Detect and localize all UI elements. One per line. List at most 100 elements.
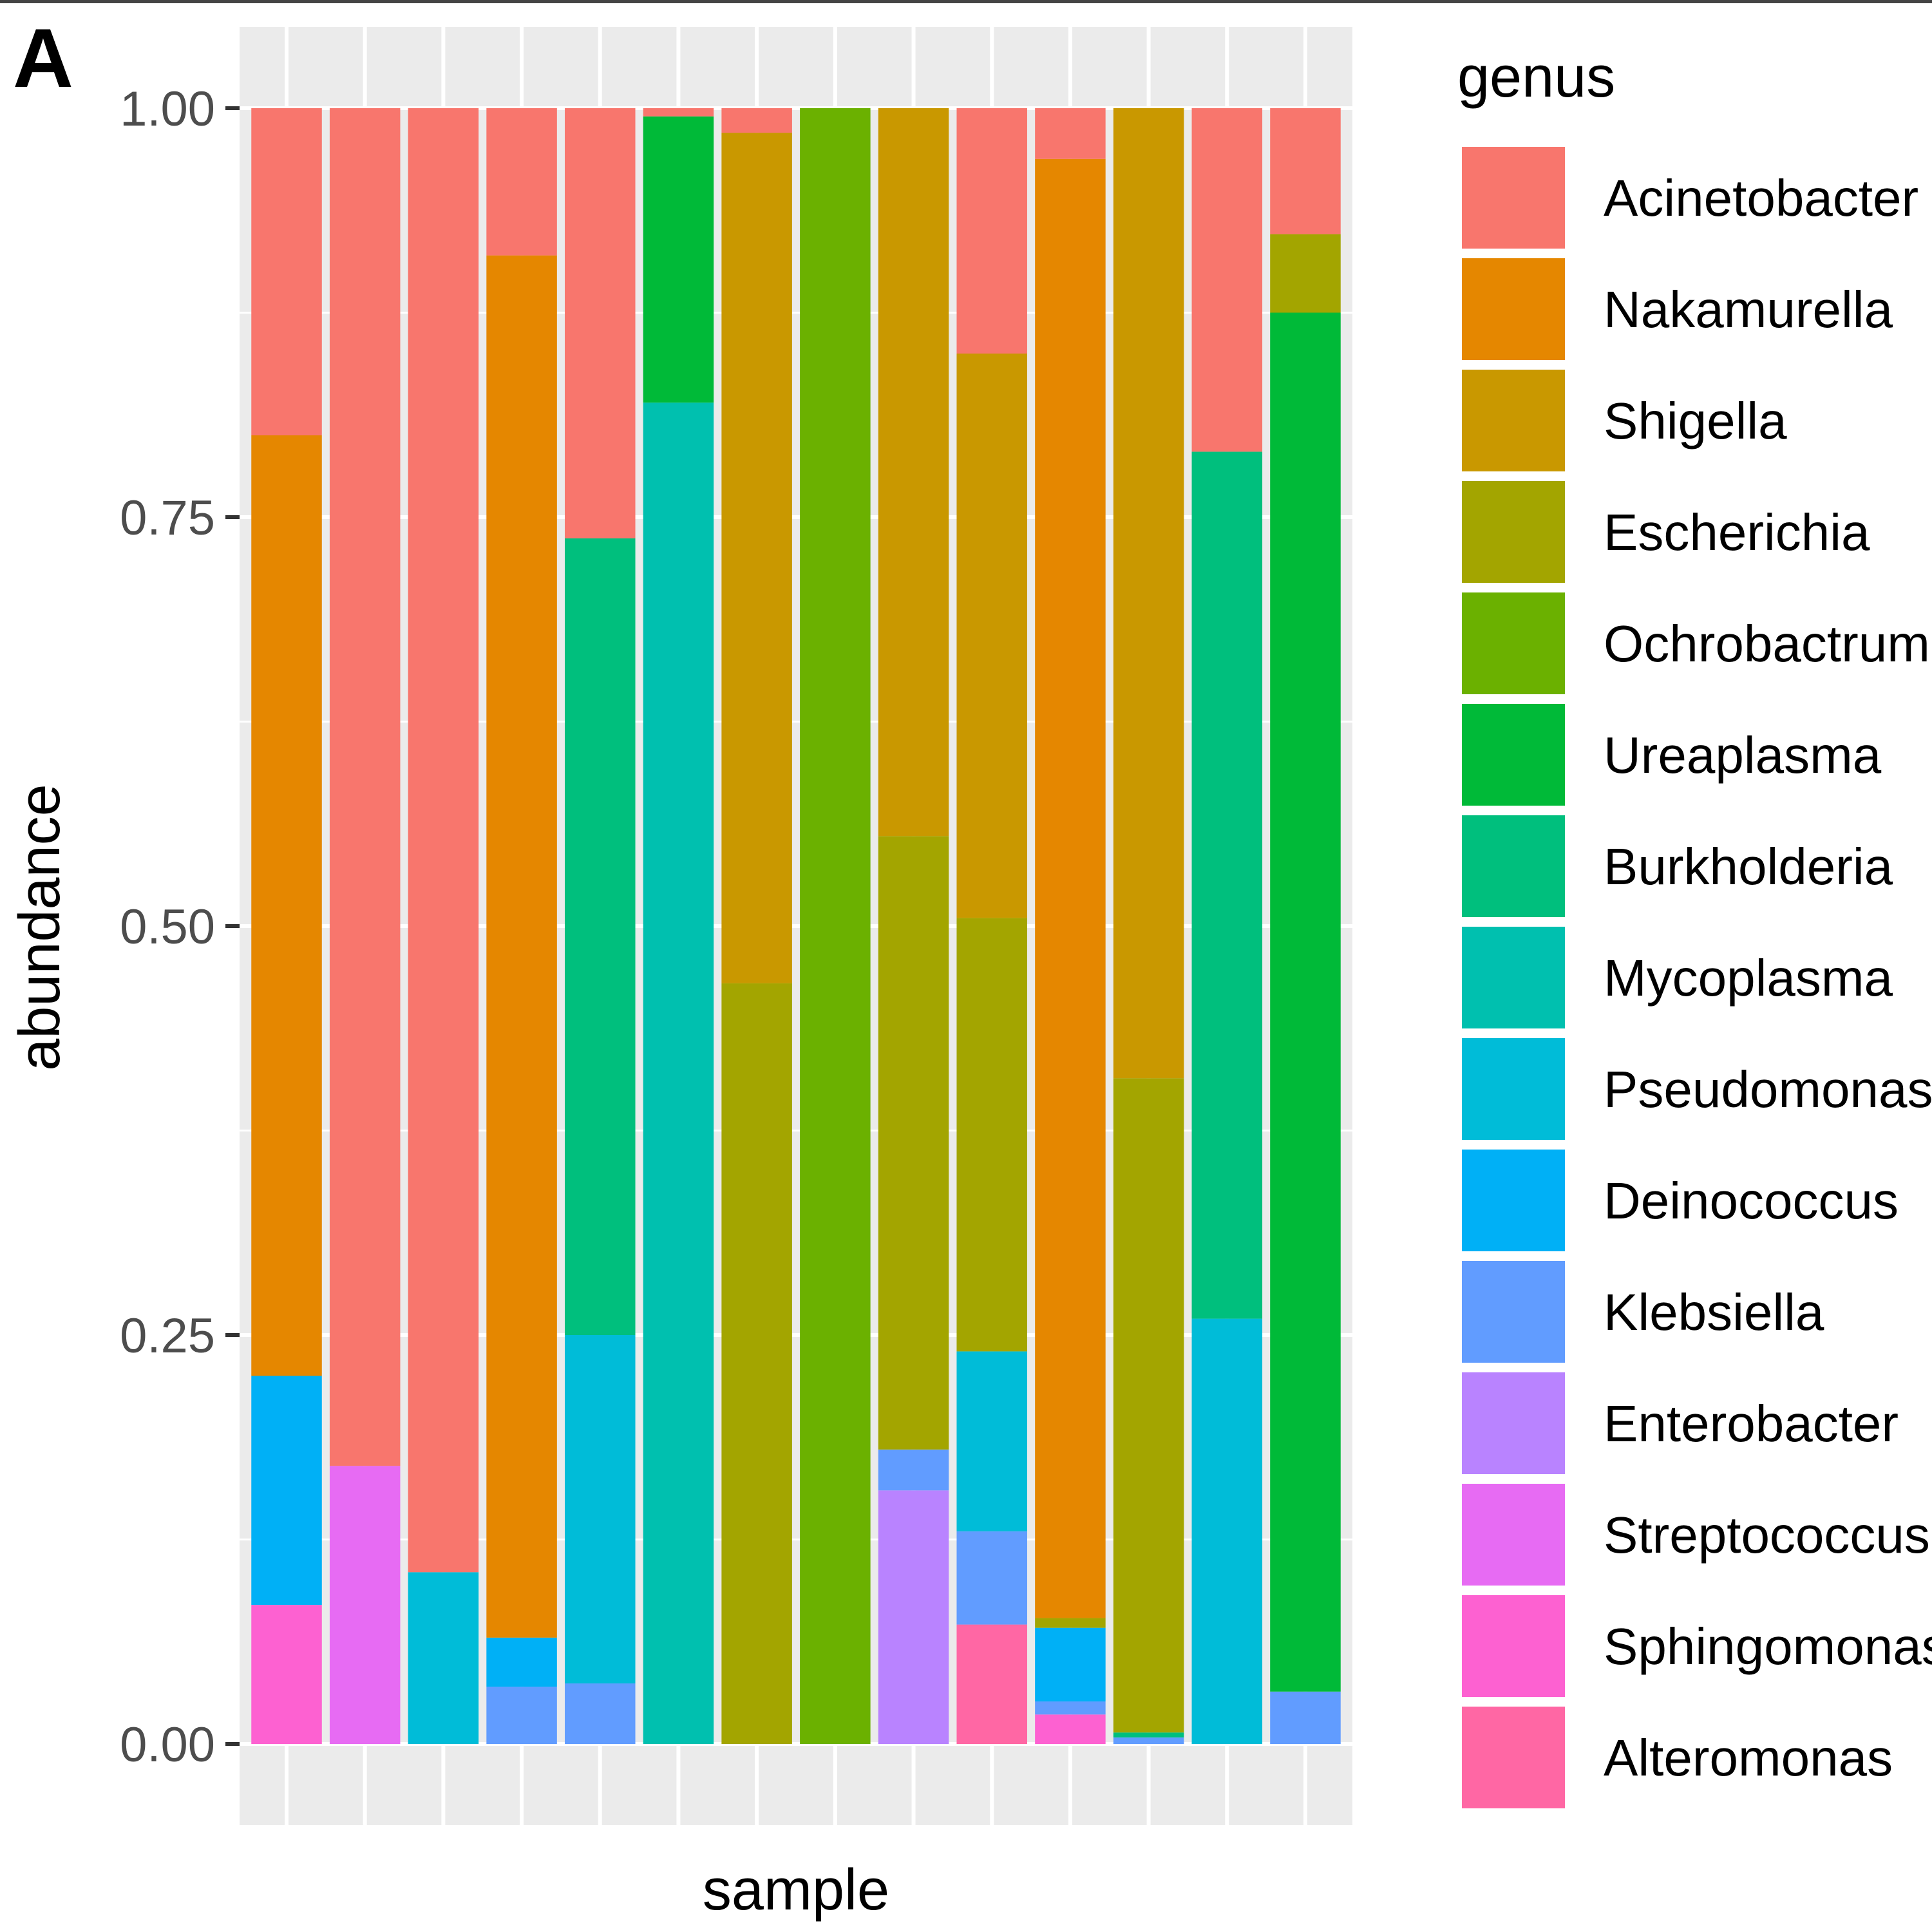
legend-item: Alteromonas [1462, 1707, 1893, 1808]
bar-segment-burkholderia [1113, 1732, 1184, 1738]
sample-bar [721, 108, 792, 1744]
plot-panel [240, 27, 1352, 1825]
bar-segment-klebsiella [1035, 1701, 1106, 1715]
bar-segment-klebsiella [565, 1683, 636, 1744]
legend-label: Klebsiella [1604, 1283, 1824, 1341]
bar-segment-alteromonas [956, 1624, 1027, 1744]
bar-segment-nakamurella [1035, 158, 1106, 1618]
bar-segment-mycoplasma [643, 402, 714, 1745]
legend-key-swatch [1462, 481, 1565, 583]
legend-key-swatch [1462, 1484, 1565, 1586]
bar-segment-acinetobacter [408, 108, 479, 1573]
legend-item: Shigella [1462, 370, 1787, 471]
bar-segment-acinetobacter [1191, 108, 1263, 452]
sample-bar [800, 108, 871, 1744]
legend-key-swatch [1462, 147, 1565, 249]
bar-segment-acinetobacter [251, 108, 322, 435]
legend-label: Deinococcus [1604, 1172, 1899, 1229]
bar-segment-escherichia [956, 918, 1027, 1352]
legend-label: Acinetobacter [1604, 169, 1918, 227]
x-axis-title: sample [703, 1858, 889, 1922]
bar-segment-ureaplasma [1270, 312, 1341, 1692]
legend-key-swatch [1462, 592, 1565, 694]
sample-bar [1191, 108, 1263, 1744]
bar-segment-acinetobacter [565, 108, 636, 539]
legend-item: Escherichia [1462, 481, 1870, 583]
bar-segment-acinetobacter [956, 108, 1027, 354]
legend-key-swatch [1462, 258, 1565, 360]
bar-segment-deinococcus [1035, 1627, 1106, 1701]
legend-label: Streptococcus [1604, 1506, 1930, 1564]
bar-segment-burkholderia [1191, 451, 1263, 1319]
bar-segment-escherichia [878, 836, 949, 1450]
legend-label: Sphingomonas [1604, 1618, 1932, 1675]
bar-segment-ureaplasma [643, 116, 714, 403]
legend-label: Nakamurella [1604, 281, 1893, 338]
bar-segment-sphingomonas [1035, 1714, 1106, 1744]
bar-segment-deinococcus [251, 1376, 322, 1605]
legend-item: Ureaplasma [1462, 704, 1882, 806]
bar-segment-acinetobacter [1270, 108, 1341, 234]
legend-item: Burkholderia [1462, 815, 1893, 917]
y-tick-label: 0.25 [120, 1309, 215, 1363]
bar-segment-pseudomonas [956, 1351, 1027, 1531]
y-axis: 0.00 0.25 0.50 0.75 1.00 [120, 82, 240, 1772]
top-border-line [0, 0, 1932, 3]
legend-label: Alteromonas [1604, 1729, 1893, 1786]
sample-bar [956, 108, 1027, 1744]
legend-label: Ochrobactrum [1604, 615, 1930, 672]
legend-item: Sphingomonas [1462, 1595, 1932, 1697]
bar-segment-acinetobacter [1035, 108, 1106, 159]
sample-bar [486, 108, 557, 1744]
legend-item: Enterobacter [1462, 1372, 1899, 1474]
legend-key-swatch [1462, 815, 1565, 917]
sample-bar [1035, 108, 1106, 1744]
legend-key-swatch [1462, 1150, 1565, 1251]
bar-segment-klebsiella [486, 1687, 557, 1744]
bar-segment-acinetobacter [721, 108, 792, 133]
legend-label: Shigella [1604, 392, 1787, 450]
legend-item: Deinococcus [1462, 1150, 1899, 1251]
legend-key-swatch [1462, 1595, 1565, 1697]
sample-bar [565, 108, 636, 1744]
bar-segment-acinetobacter [643, 108, 714, 117]
legend-key-swatch [1462, 1372, 1565, 1474]
sample-bar [251, 108, 322, 1744]
bar-segment-acinetobacter [329, 108, 401, 1466]
sample-bar [643, 108, 714, 1745]
legend-key-swatch [1462, 370, 1565, 471]
legend-label: Escherichia [1604, 504, 1870, 561]
y-axis-title: abundance [8, 784, 72, 1070]
legend-item: Acinetobacter [1462, 147, 1918, 249]
bar-segment-klebsiella [1113, 1737, 1184, 1744]
bar-segment-klebsiella [956, 1531, 1027, 1625]
bar-segment-ochrobactrum [800, 108, 871, 1744]
bar-segment-sphingomonas [251, 1605, 322, 1744]
legend-key-swatch [1462, 1261, 1565, 1363]
bar-segment-pseudomonas [408, 1572, 479, 1744]
legend-title: genus [1457, 45, 1615, 109]
bar-segment-shigella [1113, 108, 1184, 1079]
bar-segment-escherichia [1270, 234, 1341, 313]
legend-item: Pseudomonas [1462, 1038, 1932, 1140]
legend-label: Burkholderia [1604, 838, 1893, 895]
y-tick-label: 0.50 [120, 900, 215, 954]
legend-key-swatch [1462, 704, 1565, 806]
bar-segment-escherichia [1035, 1618, 1106, 1628]
bar-segment-pseudomonas [565, 1335, 636, 1684]
legend-item: Ochrobactrum [1462, 592, 1930, 694]
bar-segment-escherichia [1113, 1078, 1184, 1733]
legend-item: Nakamurella [1462, 258, 1893, 360]
legend-key-swatch [1462, 1038, 1565, 1140]
sample-bar [329, 108, 401, 1744]
legend-key-swatch [1462, 1707, 1565, 1808]
bar-segment-deinococcus [486, 1637, 557, 1687]
sample-bar [408, 108, 479, 1744]
legend-label: Pseudomonas [1604, 1061, 1932, 1118]
sample-bar [1270, 108, 1341, 1744]
bar-segment-shigella [878, 108, 949, 837]
legend-item: Streptococcus [1462, 1484, 1930, 1586]
bar-segment-escherichia [721, 983, 792, 1744]
y-tick-label: 1.00 [120, 82, 215, 137]
